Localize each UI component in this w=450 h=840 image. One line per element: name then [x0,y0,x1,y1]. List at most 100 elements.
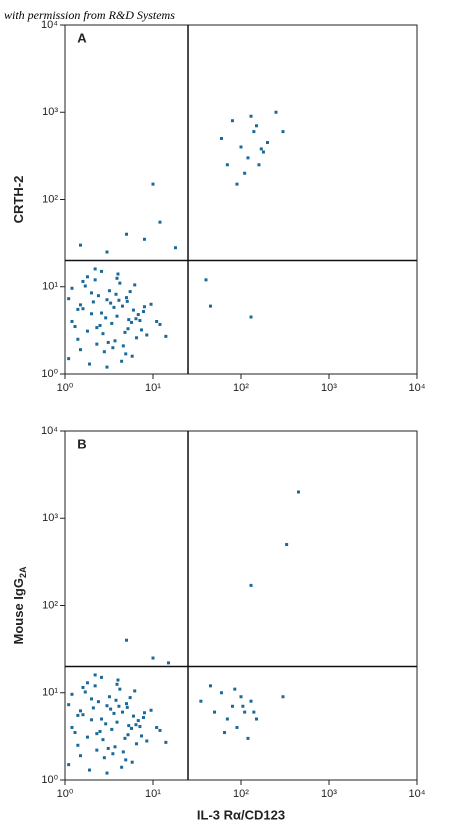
point [123,736,127,740]
point [151,656,155,660]
y-axis-title: CRTH-2 [11,176,26,224]
y-tick-label: 10⁴ [41,19,58,31]
y-axis-title: Mouse IgG2A [11,566,28,644]
plot-frame [64,24,418,375]
y-tick-label: 10¹ [42,687,58,699]
point [112,711,116,715]
point [257,163,261,167]
x-axis-title: IL-3 Rα/CD123 [197,807,285,822]
point [164,740,168,744]
point [105,771,109,775]
point [76,337,80,341]
point [110,727,114,731]
point [127,724,131,728]
point [93,267,97,271]
point [117,704,121,708]
point [125,702,129,706]
x-tick-label: 10¹ [145,382,161,394]
point [230,119,234,123]
point [164,334,168,338]
point [96,700,100,704]
point [105,365,109,369]
point [115,720,119,724]
point [199,699,203,703]
point [281,695,285,699]
point [225,717,229,721]
point [76,743,80,747]
point [139,734,143,738]
point [131,308,135,312]
point [138,725,142,729]
point [106,340,110,344]
point [78,709,82,713]
x-tick-label: 10¹ [145,788,161,800]
y-tick-label: 10² [42,599,58,611]
point [110,321,114,325]
point [107,695,111,699]
point [252,710,256,714]
point [136,719,140,723]
point [70,286,74,290]
point [246,736,250,740]
point [151,182,155,186]
point [131,714,135,718]
point [89,312,93,316]
point [70,692,74,696]
point [142,305,146,309]
point [230,704,234,708]
caption: with permission from R&D Systems [4,8,175,22]
point [95,326,99,330]
point [98,323,102,327]
point [125,296,129,300]
point [102,756,106,760]
y-tick-label: 10⁰ [41,368,58,380]
point [235,725,239,729]
point [102,350,106,354]
panel-title: B [77,436,86,451]
point [243,171,247,175]
point [83,690,87,694]
point [70,725,74,729]
point [125,232,129,236]
point [233,687,237,691]
point [112,305,116,309]
point [138,319,142,323]
point [120,765,124,769]
point [223,731,227,735]
point [95,342,99,346]
point [130,760,134,764]
y-axis-title-main: Mouse IgG [11,578,26,644]
point [281,130,285,134]
point [96,294,100,298]
point [265,141,269,145]
y-tick-label: 10⁰ [41,774,58,786]
point [219,137,223,141]
point [120,710,124,714]
point [78,348,82,352]
point [134,723,138,727]
point [204,278,208,282]
point [124,352,128,356]
point [135,742,139,746]
point [100,311,104,315]
point [135,336,139,340]
point [114,292,118,296]
point [73,325,77,329]
point [81,713,85,717]
point [113,745,117,749]
point [85,329,89,333]
point [76,713,80,717]
point [116,678,120,682]
point [88,768,92,772]
point [243,710,247,714]
point [73,731,77,735]
point [155,725,159,729]
point [89,697,93,701]
point [67,763,71,767]
point [105,704,109,708]
point [117,298,121,302]
point [115,682,119,686]
x-tick-label: 10⁰ [57,382,74,394]
point [149,708,153,712]
point [166,661,170,665]
